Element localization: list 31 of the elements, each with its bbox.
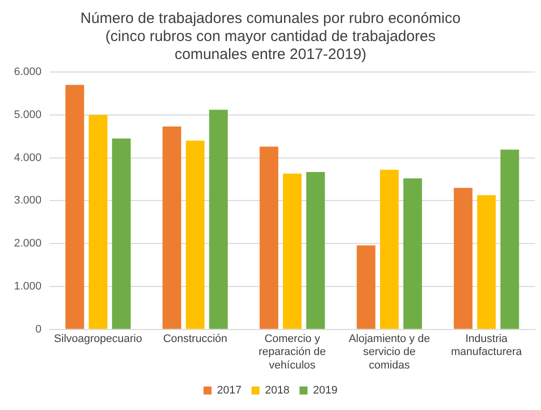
y-tick-label: 2.000 (14, 238, 42, 250)
y-tick-label: 4.000 (14, 152, 42, 164)
chart-title: Número de trabajadores comunales por rubro económico (cinco rubros con mayor cantidad de trabajadores comunales entre 2017-2019) (80, 10, 461, 64)
legend-label: 2019 (312, 384, 338, 397)
y-tick-label: 3.000 (14, 194, 42, 207)
bar (260, 146, 278, 329)
y-tick-label: 0 (35, 323, 42, 336)
bar (403, 178, 422, 329)
bar (500, 150, 520, 329)
bar (186, 140, 204, 329)
bar (380, 170, 399, 329)
bar (282, 174, 302, 329)
bar (454, 188, 472, 329)
bar (65, 84, 84, 329)
y-tick-label: 5.000 (14, 108, 42, 121)
legend-label: 2017 (217, 384, 242, 397)
x-tick-label: Industria manufacturera (450, 333, 523, 358)
bar (162, 126, 182, 329)
y-tick-label: 1.000 (14, 280, 42, 293)
legend-label: 2018 (265, 384, 290, 397)
x-tick-label: Alojamiento y de servicio de comidas (348, 333, 430, 372)
bar (477, 195, 496, 329)
bar (356, 245, 376, 329)
y-tick-label: 6.000 (14, 66, 42, 78)
bar (209, 110, 228, 329)
x-tick-label: Construcción (163, 333, 228, 346)
x-tick-label: Comercio y reparación de vehículos (258, 333, 326, 372)
x-tick-label: Silvoagropecuario (54, 333, 142, 346)
bar (88, 114, 108, 329)
bar (112, 138, 131, 329)
bar (306, 172, 325, 329)
